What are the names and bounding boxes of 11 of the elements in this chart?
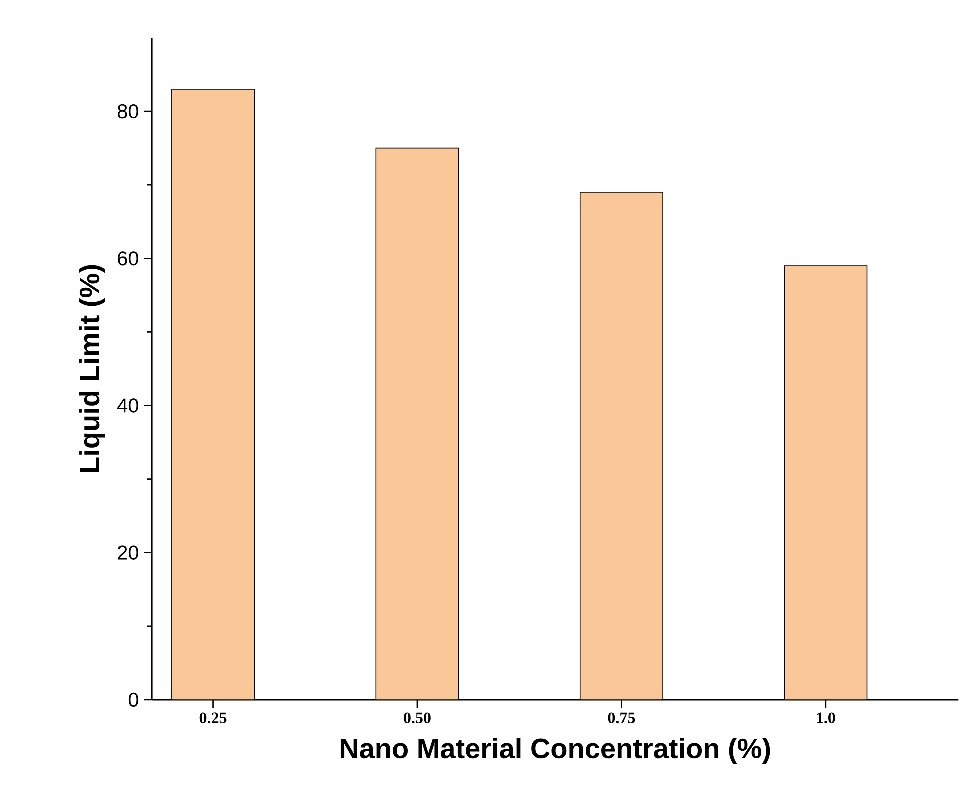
x-tick-label: 0.50 [404, 712, 431, 724]
y-axis-title: Liquid Limit (%) [79, 265, 106, 472]
x-tick-label: 0.25 [200, 712, 227, 724]
y-tick-label: 60 [118, 252, 138, 266]
x-tick-label: 1.0 [817, 712, 836, 724]
y-tick-label: 80 [118, 104, 138, 119]
y-tick-label: 20 [118, 546, 138, 560]
y-tick-label: 0 [128, 692, 138, 708]
x-tick-label: 0.75 [608, 712, 636, 724]
x-axis-title: Nano Material Concentration (%) [340, 738, 770, 764]
y-tick-label: 40 [118, 398, 138, 413]
